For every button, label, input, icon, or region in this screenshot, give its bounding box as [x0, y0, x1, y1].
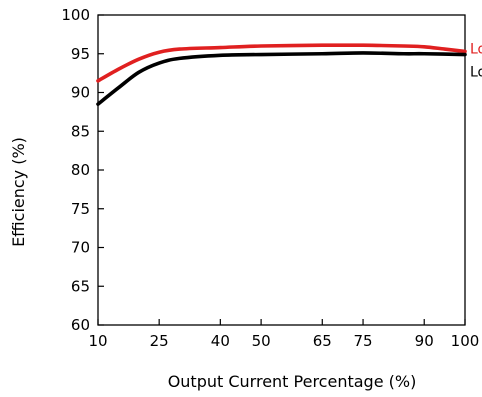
x-tick-label: 10	[88, 332, 107, 350]
x-tick-label: 100	[451, 332, 480, 350]
x-tick-label: 90	[415, 332, 434, 350]
x-tick-label: 75	[354, 332, 373, 350]
y-tick-label: 75	[71, 200, 90, 218]
x-axis-title: Output Current Percentage (%)	[168, 372, 417, 391]
y-tick-label: 95	[71, 45, 90, 63]
legend-label-2: Lo	[470, 65, 482, 81]
legend-label-1: Lo	[470, 41, 482, 57]
y-tick-label: 100	[61, 6, 90, 24]
x-tick-label: 25	[150, 332, 169, 350]
x-tick-label: 40	[211, 332, 230, 350]
y-tick-label: 85	[71, 122, 90, 140]
y-axis-title: Efficiency (%)	[9, 137, 28, 247]
series-line-2	[96, 51, 467, 106]
x-tick-label: 65	[313, 332, 332, 350]
plot-frame	[97, 14, 466, 326]
series-line-1	[96, 43, 467, 83]
y-tick-label: 65	[71, 277, 90, 295]
y-tick-label: 90	[71, 84, 90, 102]
x-tick-label: 50	[252, 332, 271, 350]
y-tick-label: 60	[71, 316, 90, 334]
y-tick-label: 70	[71, 239, 90, 257]
y-tick-label: 80	[71, 161, 90, 179]
